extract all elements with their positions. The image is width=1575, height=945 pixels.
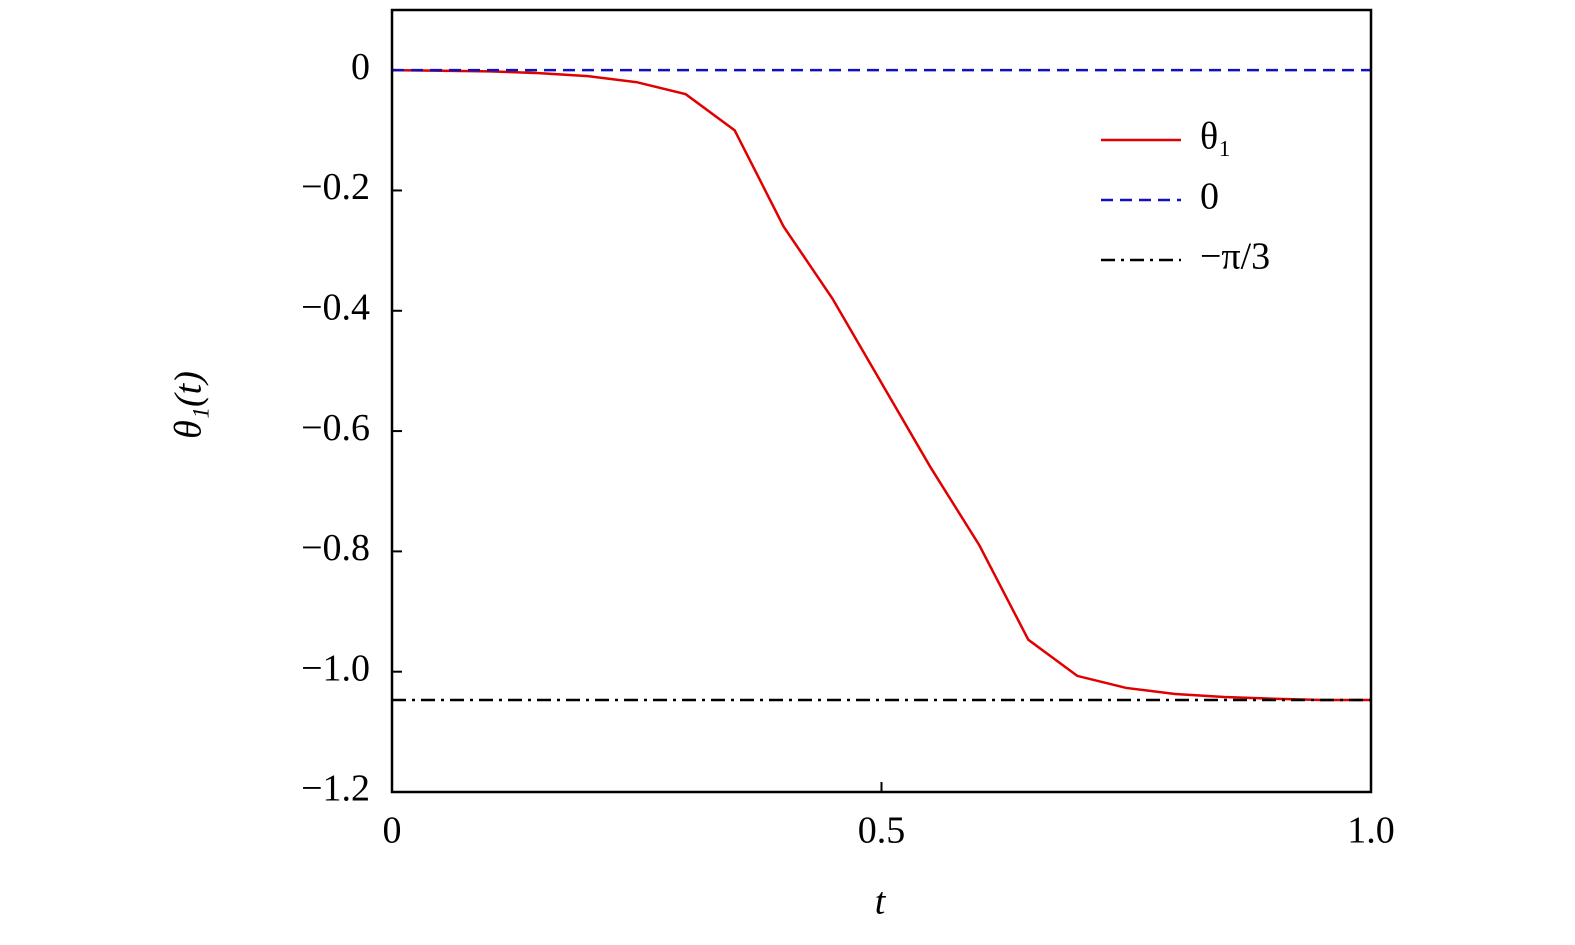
plot-frame	[390, 8, 1373, 794]
y-tick-label: −0.2	[301, 166, 370, 208]
line-series	[391, 68, 1371, 702]
legend-label: −π/3	[1200, 236, 1270, 278]
y-tick-label: −0.4	[301, 286, 370, 328]
x-axis-label: t	[875, 881, 887, 923]
y-tick-label: −1.0	[301, 647, 370, 689]
y-tick-label: −1.2	[301, 768, 370, 810]
legend-label: θ₁	[1200, 116, 1231, 158]
x-tick-label: 0.5	[858, 810, 906, 852]
y-tick-label: 0	[351, 46, 370, 88]
legend-label: 0	[1200, 176, 1219, 218]
y-axis-label: θ₁(t)	[168, 371, 210, 439]
x-tick-label: 1.0	[1347, 810, 1395, 852]
x-tick-label: 0	[383, 810, 402, 852]
y-tick-label: −0.6	[301, 407, 370, 449]
y-tick-label: −0.8	[301, 527, 370, 569]
